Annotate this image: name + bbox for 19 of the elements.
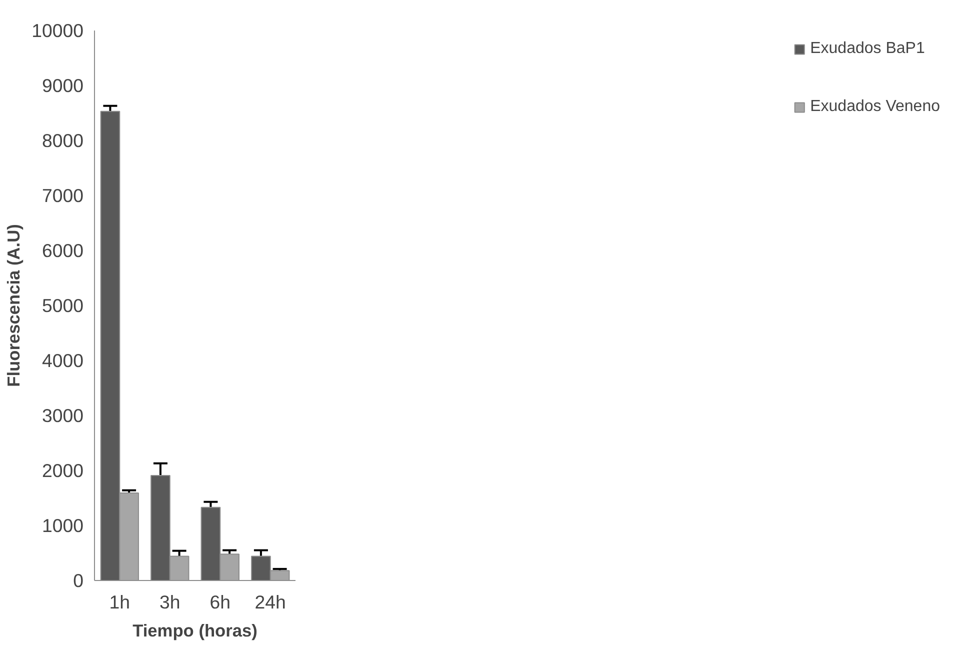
y-tick-label: 5000 xyxy=(42,295,84,316)
y-tick-label: 3000 xyxy=(42,405,84,426)
y-tick-label: 9000 xyxy=(42,75,84,96)
y-tick-label: 6000 xyxy=(42,240,84,261)
x-tick-label: 1h xyxy=(109,592,130,612)
y-tick-label: 4000 xyxy=(42,350,84,371)
y-tick-label: 7000 xyxy=(42,185,84,206)
x-tick-label: 6h xyxy=(210,592,231,612)
x-tick-label: 24h xyxy=(254,592,286,612)
y-tick-label: 2000 xyxy=(42,460,84,481)
y-tick-label: 1000 xyxy=(42,515,84,536)
y-tick-label: 8000 xyxy=(42,130,84,151)
legend-label: Exudados BaP1 xyxy=(810,40,925,58)
y-axis-title: Fluorescencia (A.U) xyxy=(4,224,24,387)
x-tick-label: 3h xyxy=(160,592,180,612)
y-tick-label: 10000 xyxy=(32,20,84,41)
y-tick-label: 0 xyxy=(73,570,84,591)
legend-label: Exudados Veneno xyxy=(810,98,940,116)
x-axis-title: Tiempo (horas) xyxy=(132,620,258,640)
